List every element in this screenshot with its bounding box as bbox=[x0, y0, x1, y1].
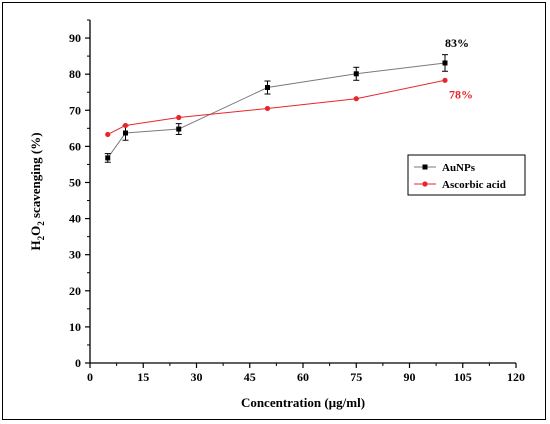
y-tick-label: 80 bbox=[69, 67, 81, 81]
x-tick-label: 105 bbox=[454, 370, 472, 384]
data-point bbox=[264, 105, 271, 112]
y-axis-title-sub1: 2 bbox=[36, 235, 46, 240]
series-aunps bbox=[104, 54, 448, 163]
data-point bbox=[105, 131, 111, 138]
series-ascorbic-acid bbox=[105, 77, 448, 138]
chart-frame bbox=[2, 2, 546, 420]
legend-label: AuNPs bbox=[442, 162, 476, 174]
data-point bbox=[105, 155, 111, 161]
y-axis-title-o: O bbox=[28, 226, 43, 236]
y-tick-label: 20 bbox=[69, 284, 81, 298]
annotation-layer: 83% 78% bbox=[445, 36, 473, 101]
y-tick-label: 70 bbox=[69, 103, 81, 117]
x-tick-label: 30 bbox=[191, 370, 203, 384]
x-tick-label: 45 bbox=[244, 370, 256, 384]
y-tick-label: 10 bbox=[69, 320, 81, 334]
y-axis-title: H2O2 scavenging (%) bbox=[28, 132, 46, 250]
data-point bbox=[176, 114, 182, 121]
x-tick-label: 90 bbox=[404, 370, 416, 384]
data-point bbox=[442, 60, 448, 66]
legend-box bbox=[407, 154, 526, 196]
legend-label: Ascorbic acid bbox=[442, 179, 506, 191]
y-axis-title-rest: scavenging (%) bbox=[28, 132, 43, 221]
data-point bbox=[176, 126, 182, 132]
legend-item: AuNPs bbox=[414, 162, 476, 174]
legend-marker bbox=[422, 164, 428, 170]
legend-marker bbox=[422, 181, 428, 187]
y-axis-title-sub2: 2 bbox=[36, 221, 46, 226]
data-label: 78% bbox=[449, 87, 473, 101]
x-axis-title: Concentration (µg/ml) bbox=[241, 395, 365, 410]
series-line bbox=[107, 62, 446, 159]
y-tick-label: 30 bbox=[69, 248, 81, 262]
y-tick-label: 50 bbox=[69, 175, 81, 189]
x-tick-label: 75 bbox=[350, 370, 362, 384]
data-point bbox=[442, 77, 448, 83]
data-label: 83% bbox=[445, 36, 469, 50]
series-line bbox=[107, 79, 446, 135]
data-point bbox=[123, 130, 128, 136]
y-tick-label: 40 bbox=[69, 212, 81, 226]
legend: AuNPs Ascorbic acid bbox=[407, 154, 526, 196]
data-point bbox=[353, 96, 359, 102]
x-tick-label: 120 bbox=[507, 370, 525, 384]
legend-item: Ascorbic acid bbox=[414, 179, 506, 191]
x-tick-label: 0 bbox=[87, 370, 93, 384]
data-point bbox=[122, 122, 129, 129]
x-tick-label: 60 bbox=[297, 370, 309, 384]
y-axis-title-h: H bbox=[28, 240, 43, 250]
x-tick-label: 15 bbox=[137, 370, 149, 384]
y-tick-label: 0 bbox=[75, 356, 81, 370]
axes-layer: 0 15 30 45 60 75 90 105 120 0 10 20 30 40 50 60 70 80 90 bbox=[69, 19, 525, 384]
y-tick-label: 90 bbox=[69, 31, 81, 45]
y-tick-label: 60 bbox=[69, 139, 81, 153]
data-point bbox=[265, 85, 270, 91]
series-layer bbox=[104, 54, 448, 163]
data-point bbox=[353, 71, 359, 77]
